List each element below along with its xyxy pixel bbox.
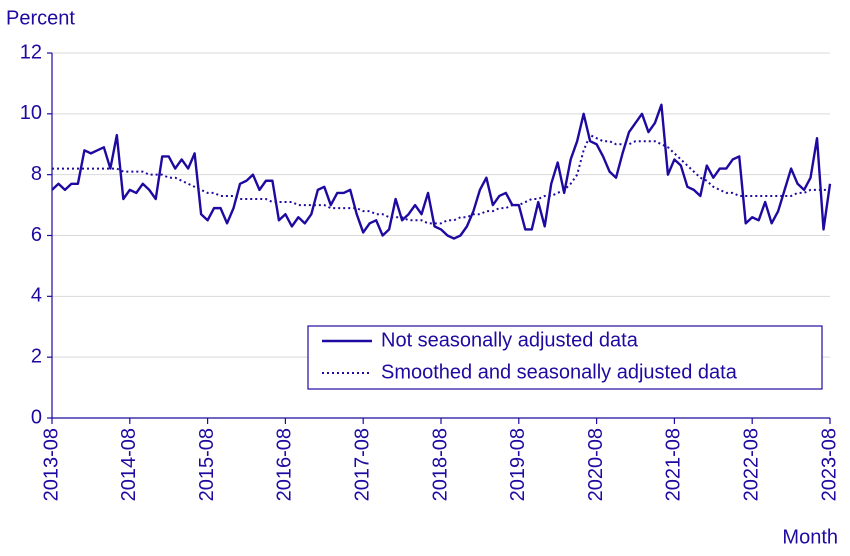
y-axis-label: Percent [6,7,75,29]
y-tick-label: 4 [31,285,42,307]
data-line [52,134,830,225]
y-tick-label: 2 [31,345,42,367]
legend-label: Not seasonally adjusted data [381,329,639,351]
legend: Not seasonally adjusted data Smoothed and… [307,325,823,390]
x-tick-label: 2022-08 [740,428,762,501]
x-tick-label: 2015-08 [196,428,218,501]
y-tick-label: 12 [20,41,42,63]
x-tick-label: 2013-08 [40,428,62,501]
y-tick-label: 6 [31,224,42,246]
data-line [51,103,832,240]
x-tick-label: 2021-08 [663,428,685,501]
y-tick-label: 0 [31,406,42,428]
y-tick-label: 8 [31,163,42,185]
x-axis-label: Month [782,526,838,548]
y-tick-label: 10 [20,102,42,124]
legend-label: Smoothed and seasonally adjusted data [381,361,738,383]
x-tick-label: 2016-08 [274,428,296,501]
x-tick-label: 2014-08 [118,428,140,501]
x-tick-label: 2019-08 [507,428,529,501]
x-tick-label: 2023-08 [818,428,840,501]
x-tick-label: 2017-08 [351,428,373,501]
x-tick-label: 2018-08 [429,428,451,501]
legend-box [307,325,823,390]
x-tick-label: 2020-08 [585,428,607,501]
